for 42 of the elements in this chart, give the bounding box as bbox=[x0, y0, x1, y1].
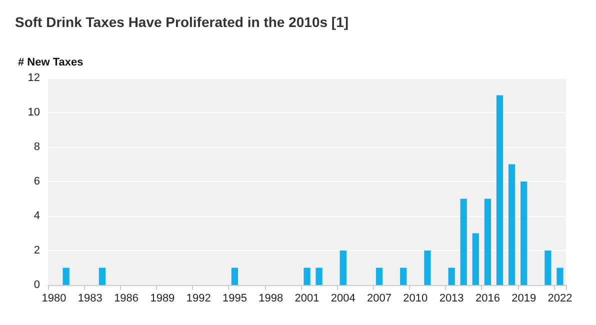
bar bbox=[424, 250, 431, 285]
bar bbox=[472, 233, 479, 285]
x-tick-label: 1980 bbox=[42, 292, 66, 304]
x-tick-label: 2010 bbox=[403, 292, 428, 304]
x-tick-label: 2022 bbox=[548, 292, 572, 304]
x-tick-label: 1989 bbox=[150, 292, 175, 304]
x-tick-label: 2019 bbox=[512, 292, 536, 304]
bar bbox=[400, 268, 407, 285]
bar bbox=[460, 198, 467, 285]
y-tick-label: 12 bbox=[28, 72, 40, 84]
bar bbox=[376, 268, 383, 285]
bar bbox=[304, 268, 310, 285]
bar bbox=[316, 268, 322, 285]
bar bbox=[508, 164, 516, 285]
bar bbox=[340, 250, 346, 285]
y-tick-label: 10 bbox=[28, 106, 40, 118]
y-axis-title: # New Taxes bbox=[18, 56, 84, 68]
x-tick-label: 1995 bbox=[222, 292, 247, 304]
chart-title: Soft Drink Taxes Have Proliferated in the 2010s [1] bbox=[15, 14, 349, 30]
bar bbox=[448, 268, 455, 285]
bar bbox=[556, 268, 564, 285]
bar bbox=[484, 198, 492, 285]
x-tick-label: 2013 bbox=[439, 292, 464, 304]
bar bbox=[520, 182, 528, 285]
y-tick-label: 2 bbox=[34, 244, 40, 256]
bar bbox=[62, 268, 70, 285]
bar bbox=[496, 95, 504, 285]
x-tick-label: 2007 bbox=[367, 292, 392, 304]
y-tick-label: 8 bbox=[34, 141, 40, 153]
y-tick-label: 6 bbox=[34, 176, 40, 188]
x-tick-label: 1998 bbox=[258, 292, 284, 304]
bar bbox=[98, 268, 106, 285]
y-tick-label: 4 bbox=[34, 210, 40, 222]
x-tick-label: 1983 bbox=[78, 292, 102, 304]
y-tick-label: 0 bbox=[34, 279, 40, 291]
x-tick-label: 2016 bbox=[475, 292, 500, 304]
x-tick-label: 1986 bbox=[114, 292, 139, 304]
x-tick-label: 2001 bbox=[294, 292, 320, 304]
x-tick-label: 1992 bbox=[186, 292, 211, 304]
x-tick-label: 2004 bbox=[330, 292, 356, 304]
bar bbox=[544, 250, 552, 285]
bar bbox=[231, 268, 238, 285]
